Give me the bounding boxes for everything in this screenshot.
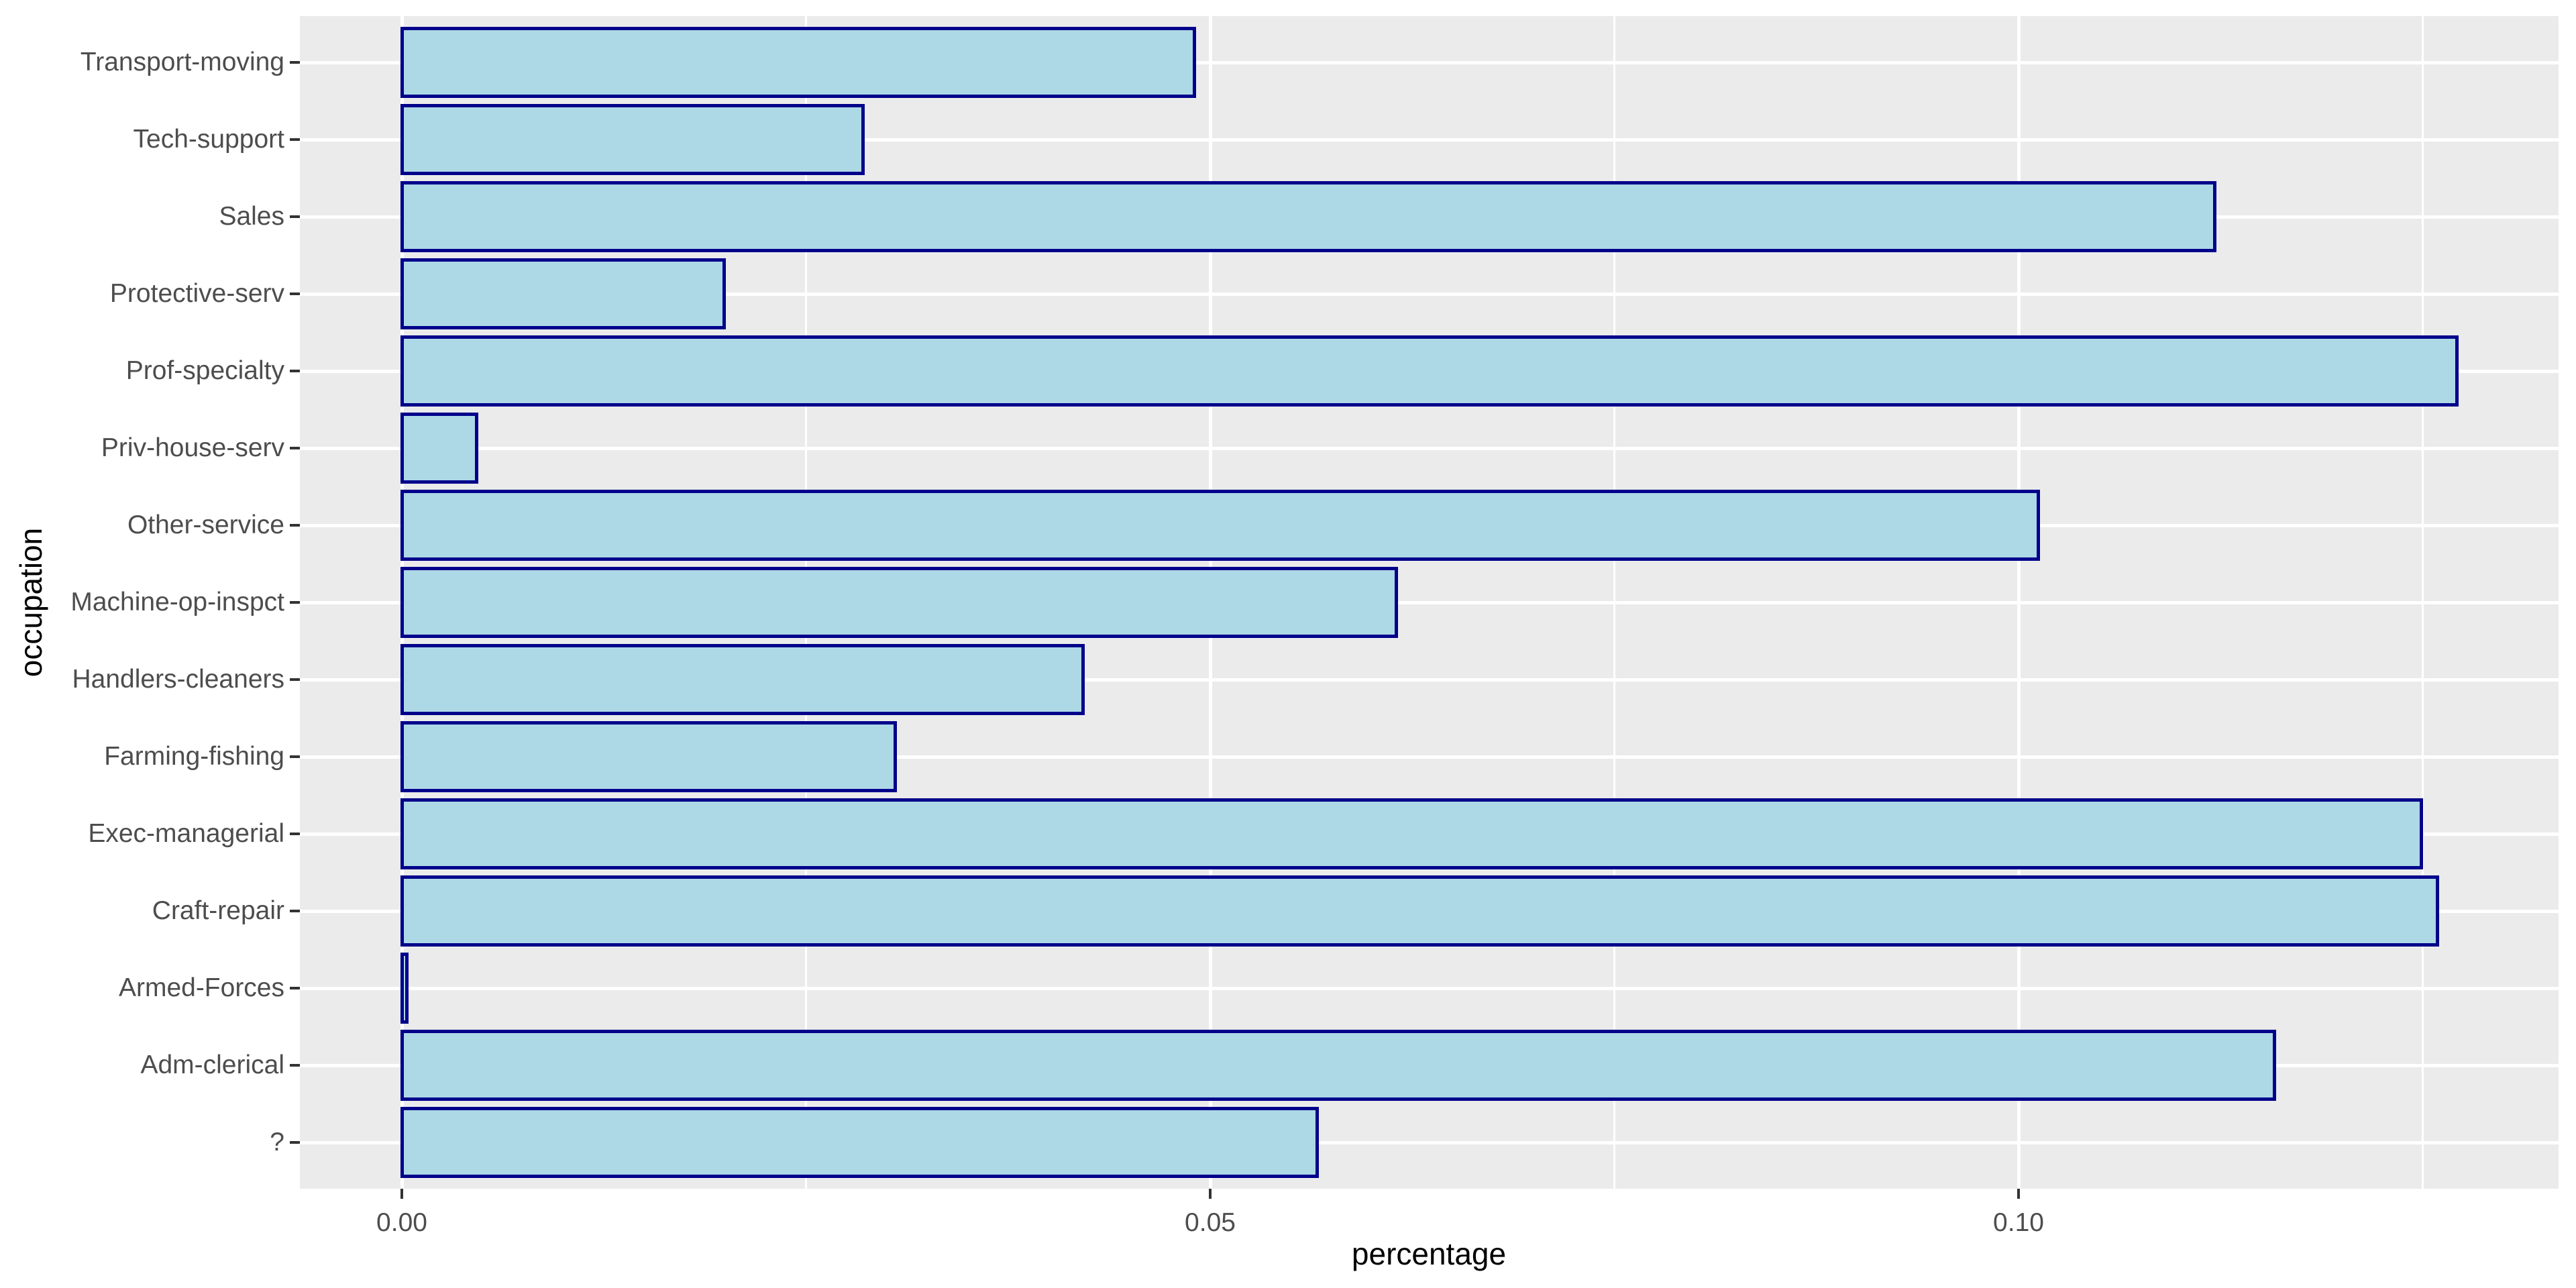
x-tick-label: 0.05 bbox=[1185, 1208, 1236, 1237]
bar-exec-managerial bbox=[400, 798, 2423, 869]
gridline-major-horizontal bbox=[300, 986, 2559, 990]
y-tick-mark bbox=[290, 1141, 300, 1144]
y-tick-mark bbox=[290, 755, 300, 758]
x-tick-mark bbox=[1209, 1189, 1212, 1199]
y-tick-label: Farming-fishing bbox=[104, 742, 284, 771]
y-tick-label: Sales bbox=[219, 202, 284, 231]
y-tick-label: Craft-repair bbox=[152, 896, 284, 925]
gridline-major-horizontal bbox=[300, 600, 2559, 604]
gridline-major-horizontal bbox=[300, 678, 2559, 682]
plot-panel bbox=[300, 16, 2559, 1189]
y-tick-mark bbox=[290, 61, 300, 64]
gridline-major-horizontal bbox=[300, 446, 2559, 450]
y-tick-mark bbox=[290, 138, 300, 141]
y-axis-title: occupation bbox=[13, 527, 48, 678]
y-tick-mark bbox=[290, 524, 300, 527]
y-tick-mark bbox=[290, 678, 300, 681]
y-tick-mark bbox=[290, 1064, 300, 1067]
y-tick-mark bbox=[290, 833, 300, 835]
bar-farming-fishing bbox=[400, 721, 897, 792]
y-tick-label: Adm-clerical bbox=[140, 1051, 284, 1079]
bar-machine-op-inspct bbox=[400, 567, 1398, 638]
bar-armed-forces bbox=[400, 953, 409, 1024]
y-tick-label: Protective-serv bbox=[109, 279, 284, 308]
bar-adm-clerical bbox=[400, 1030, 2276, 1101]
bar-priv-house-serv bbox=[400, 413, 478, 484]
y-tick-label: Exec-managerial bbox=[88, 819, 284, 848]
gridline-major-horizontal bbox=[300, 138, 2559, 142]
gridline-major-horizontal bbox=[300, 755, 2559, 759]
y-tick-label: Armed-Forces bbox=[118, 973, 284, 1002]
bar- bbox=[400, 1107, 1319, 1178]
bar-craft-repair bbox=[400, 875, 2439, 947]
y-tick-mark bbox=[290, 910, 300, 912]
bar-handlers-cleaners bbox=[400, 644, 1085, 715]
y-tick-mark bbox=[290, 370, 300, 372]
y-tick-mark bbox=[290, 215, 300, 218]
bar-protective-serv bbox=[400, 258, 726, 329]
y-tick-label: Prof-specialty bbox=[125, 356, 284, 385]
x-tick-mark bbox=[2017, 1189, 2020, 1199]
bar-sales bbox=[400, 181, 2216, 252]
y-tick-mark bbox=[290, 292, 300, 295]
y-tick-label: Handlers-cleaners bbox=[72, 665, 284, 694]
y-tick-mark bbox=[290, 601, 300, 604]
x-tick-label: 0.10 bbox=[1993, 1208, 2044, 1237]
y-tick-label: Machine-op-inspct bbox=[70, 588, 284, 616]
y-tick-label: Priv-house-serv bbox=[101, 433, 284, 462]
bar-transport-moving bbox=[400, 27, 1196, 98]
y-tick-label: ? bbox=[270, 1128, 284, 1157]
bar-tech-support bbox=[400, 104, 865, 175]
gridline-major-horizontal bbox=[300, 1140, 2559, 1144]
bar-other-service bbox=[400, 490, 2040, 561]
gridline-major-horizontal bbox=[300, 60, 2559, 64]
gridline-major-horizontal bbox=[300, 292, 2559, 296]
x-tick-label: 0.00 bbox=[376, 1208, 427, 1237]
bar-prof-specialty bbox=[400, 335, 2459, 407]
y-tick-label: Other-service bbox=[127, 511, 284, 539]
y-tick-mark bbox=[290, 447, 300, 449]
y-tick-label: Tech-support bbox=[133, 125, 284, 154]
y-tick-mark bbox=[290, 987, 300, 989]
x-tick-mark bbox=[400, 1189, 403, 1199]
y-tick-label: Transport-moving bbox=[80, 48, 284, 76]
x-axis-title: percentage bbox=[1351, 1236, 1507, 1271]
